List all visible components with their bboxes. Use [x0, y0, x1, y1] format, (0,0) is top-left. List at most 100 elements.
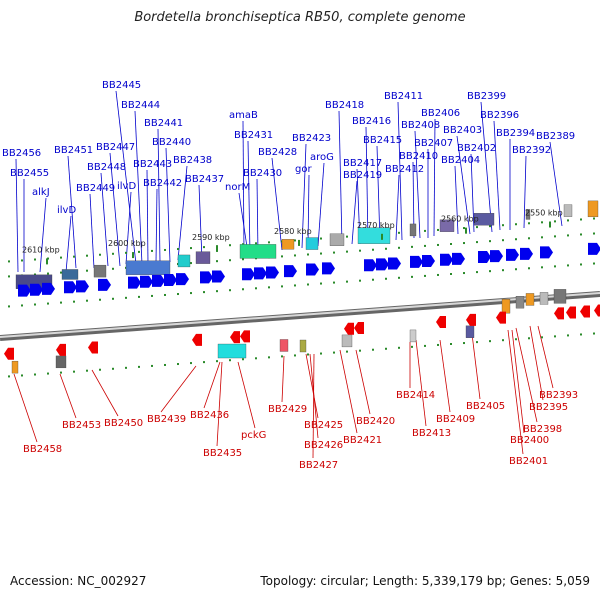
top-gene-label: BB2408 — [401, 120, 440, 131]
mid-tick-track-dot — [294, 254, 296, 257]
mid-tick-track-dot — [281, 255, 283, 258]
bottom-tick-track-dot — [177, 363, 179, 366]
upper-tick-track-dot — [424, 229, 426, 232]
bottom-gene-leader — [507, 329, 524, 455]
bottom-tick-track-dot — [372, 348, 374, 351]
bottom-tick-track-dot — [541, 336, 543, 339]
top-gene-leader — [89, 193, 95, 269]
top-tick-track-dot — [476, 271, 478, 274]
top-gene-label: BB2442 — [143, 178, 182, 189]
upper-tick-track-dot — [463, 227, 465, 230]
forward-gene-arrow — [30, 283, 43, 296]
top-gene-leader — [456, 135, 471, 235]
top-tick-track-dot — [99, 298, 101, 301]
gene-feature-block — [299, 339, 307, 353]
top-tick-track-dot — [528, 267, 530, 270]
top-gene-label: BB2399 — [467, 91, 506, 102]
bottom-tick-track-dot — [268, 356, 270, 359]
top-gene-label: BB2445 — [102, 80, 141, 91]
bottom-gene-label: BB2453 — [62, 420, 101, 431]
gene-feature-block — [409, 329, 417, 343]
genome-title: Bordetella bronchiseptica RB50, complete… — [134, 10, 466, 25]
upper-tick-track-dot — [268, 241, 270, 244]
forward-gene-arrow — [152, 274, 165, 287]
top-tick-track-dot — [47, 302, 49, 305]
forward-gene-arrow — [140, 275, 153, 288]
top-gene-leader — [100, 172, 109, 267]
upper-tick-track-dot — [580, 218, 582, 221]
top-gene-label: BB2402 — [457, 143, 496, 154]
bottom-tick-track-dot — [528, 337, 530, 340]
forward-gene-arrow — [176, 273, 189, 286]
top-tick-track-dot — [385, 277, 387, 280]
gene-feature-block — [55, 355, 67, 369]
top-gene-label: BB2448 — [87, 162, 126, 173]
bottom-tick-track-dot — [502, 339, 504, 342]
bottom-gene-leader — [439, 339, 451, 413]
kbp-marker: 2600 kbp — [108, 239, 146, 248]
bottom-gene-label: pckG — [241, 430, 266, 441]
bottom-tick-track-dot — [346, 350, 348, 353]
top-gene-label: BB2428 — [258, 147, 297, 158]
forward-gene-arrow — [242, 268, 255, 281]
mid-tick-track-dot — [502, 239, 504, 242]
forward-gene-arrow — [200, 271, 213, 284]
bottom-gene-leader — [312, 353, 315, 459]
top-gene-label: ilvD — [117, 181, 136, 192]
mid-tick-track-dot — [307, 253, 309, 256]
gene-feature-block — [93, 264, 107, 278]
bottom-tick-track-dot — [8, 375, 10, 378]
reverse-gene-arrow — [436, 316, 446, 329]
top-gene-leader — [15, 158, 19, 273]
top-gene-leader — [414, 130, 421, 239]
top-gene-label: BB2456 — [2, 148, 41, 159]
top-gene-label: BB2417 — [343, 158, 382, 169]
top-gene-label: BB2449 — [76, 183, 115, 194]
bottom-tick-track-dot — [359, 349, 361, 352]
mid-tick-track-dot — [372, 248, 374, 251]
gene-feature-block — [329, 233, 345, 246]
reverse-gene-arrow — [192, 333, 202, 346]
top-tick-track-dot — [398, 276, 400, 279]
top-tick-track-dot — [21, 304, 23, 307]
bottom-tick-track-dot — [151, 364, 153, 367]
bottom-gene-label: BB2450 — [104, 418, 143, 429]
upper-tick-track-dot — [229, 244, 231, 247]
top-gene-leader — [39, 197, 47, 273]
top-tick-track-dot — [73, 300, 75, 303]
bottom-tick-track-dot — [424, 344, 426, 347]
top-gene-label: gor — [295, 164, 312, 175]
upper-tick-track-dot — [255, 242, 257, 245]
bottom-gene-leader — [355, 349, 371, 415]
reverse-gene-arrow — [496, 311, 506, 324]
bottom-tick-track-dot — [34, 373, 36, 376]
gene-feature-block — [177, 254, 191, 268]
top-gene-label: BB2437 — [185, 174, 224, 185]
mid-tick-track-dot — [333, 251, 335, 254]
forward-gene-arrow — [388, 257, 401, 270]
top-gene-leader — [67, 155, 77, 269]
forward-gene-arrow — [164, 273, 177, 286]
top-gene-leader — [338, 110, 343, 245]
bottom-gene-label: BB2436 — [190, 410, 229, 421]
mid-tick-track-dot — [216, 260, 218, 263]
top-gene-leader — [307, 174, 310, 247]
bottom-gene-label: BB2435 — [203, 448, 242, 459]
top-tick-track-dot — [541, 266, 543, 269]
kbp-marker: 2560 kbp — [441, 215, 479, 224]
top-gene-label: amaB — [229, 110, 258, 121]
top-gene-leader — [365, 126, 369, 243]
upper-tick-track-dot — [294, 239, 296, 242]
bottom-tick-track-dot — [86, 369, 88, 372]
top-gene-leader — [376, 145, 381, 243]
forward-gene-arrow — [128, 276, 141, 289]
reverse-gene-arrow — [56, 343, 66, 356]
bottom-tick-track-dot — [190, 362, 192, 365]
genome-backbone-highlight — [0, 292, 600, 338]
bottom-gene-label: BB2398 — [523, 424, 562, 435]
top-gene-label: BB2392 — [512, 145, 551, 156]
top-gene-label: ilvD — [57, 205, 76, 216]
bottom-gene-label: BB2413 — [412, 428, 451, 439]
bottom-tick-track-dot — [463, 342, 465, 345]
kbp-tick — [216, 245, 218, 252]
